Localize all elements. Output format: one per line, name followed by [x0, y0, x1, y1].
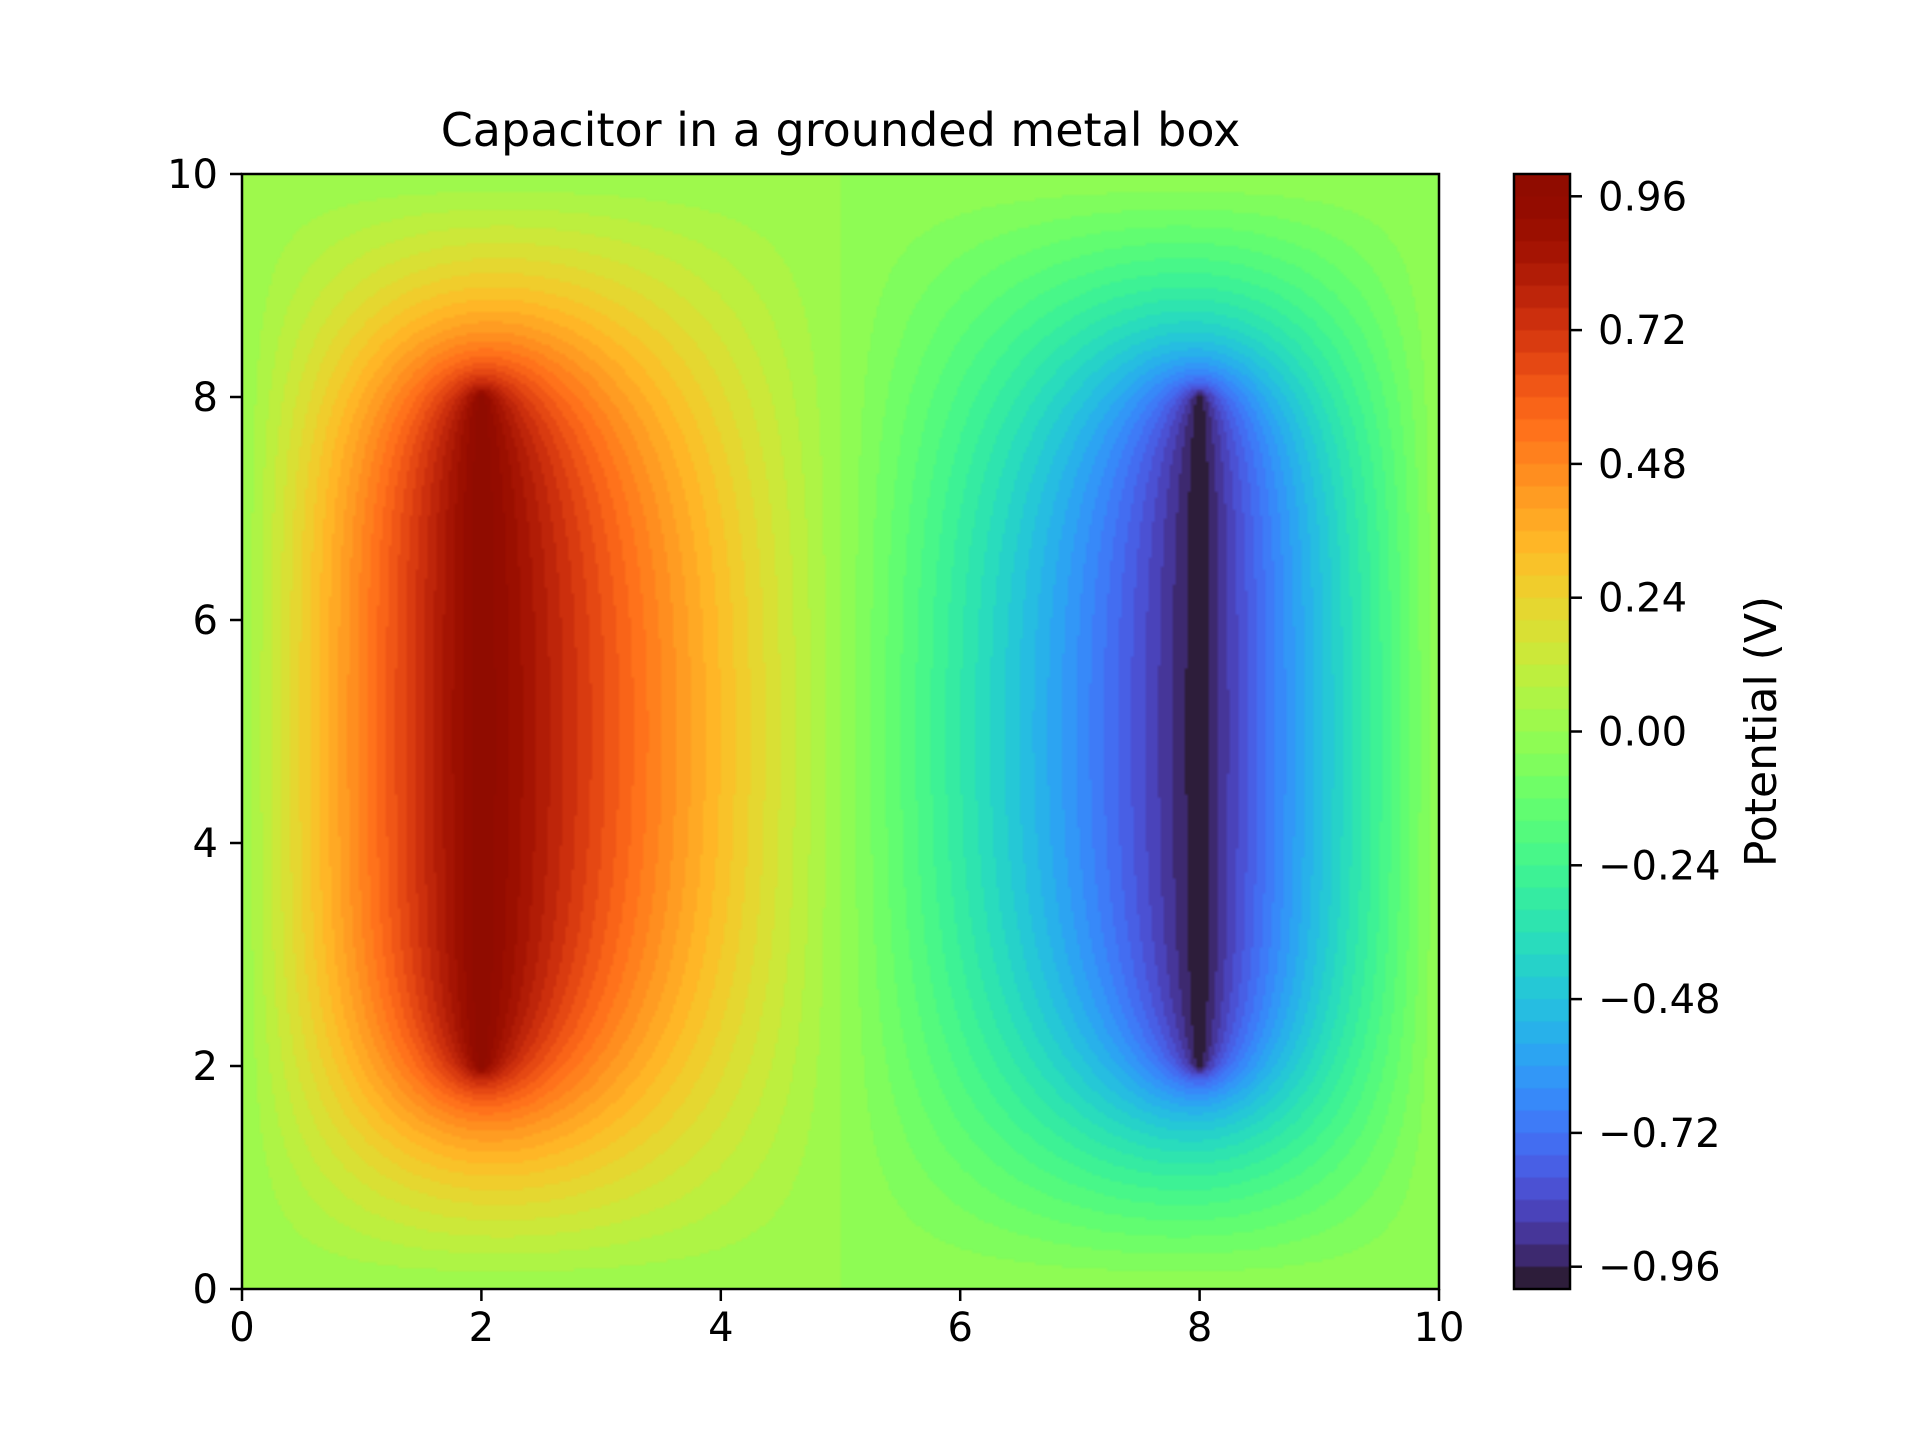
y-tick-label: 8: [193, 375, 218, 421]
colorbar-tick-label: 0.96: [1598, 174, 1687, 220]
colorbar-tick-label: −0.48: [1598, 977, 1721, 1023]
colorbar-label: Potential (V): [1736, 596, 1787, 867]
plot-frame: [240, 172, 1441, 1291]
x-tick-label: 8: [1187, 1305, 1212, 1351]
colorbar-tick-label: −0.24: [1598, 843, 1721, 889]
y-tick-label: 4: [193, 821, 218, 867]
y-tick-label: 10: [167, 152, 218, 198]
x-tick-label: 4: [708, 1305, 733, 1351]
chart-title: Capacitor in a grounded metal box: [441, 103, 1241, 157]
colorbar-tick-label: 0.00: [1598, 710, 1687, 756]
x-tick-label: 10: [1414, 1305, 1465, 1351]
x-tick-label: 0: [229, 1305, 254, 1351]
colorbar-gradient: [1514, 174, 1570, 1289]
x-tick-label: 2: [469, 1305, 494, 1351]
colorbar-tick-label: −0.72: [1598, 1111, 1721, 1157]
y-tick-label: 2: [193, 1044, 218, 1090]
colorbar-tick-label: 0.24: [1598, 576, 1687, 622]
y-tick-label: 6: [193, 598, 218, 644]
plot-area: [240, 172, 1441, 1291]
colorbar-tick-label: 0.72: [1598, 308, 1687, 354]
colorbar-tick-label: −0.96: [1598, 1245, 1721, 1291]
y-axis: 0 2 4 6 8 10: [167, 152, 242, 1313]
x-tick-label: 6: [947, 1305, 972, 1351]
potential-heatmap: [242, 174, 1439, 1289]
colorbar: 0.96 0.72 0.48 0.24 0.00 −0.24 −0.48 −0.72 −0.96…: [1512, 172, 1787, 1291]
colorbar-ticks: 0.96 0.72 0.48 0.24 0.00 −0.24 −0.48 −0.72 −0.96: [1570, 174, 1721, 1291]
y-tick-label: 0: [193, 1267, 218, 1313]
colorbar-tick-label: 0.48: [1598, 442, 1687, 488]
x-axis: 0 2 4 6 8 10: [229, 1289, 1464, 1351]
